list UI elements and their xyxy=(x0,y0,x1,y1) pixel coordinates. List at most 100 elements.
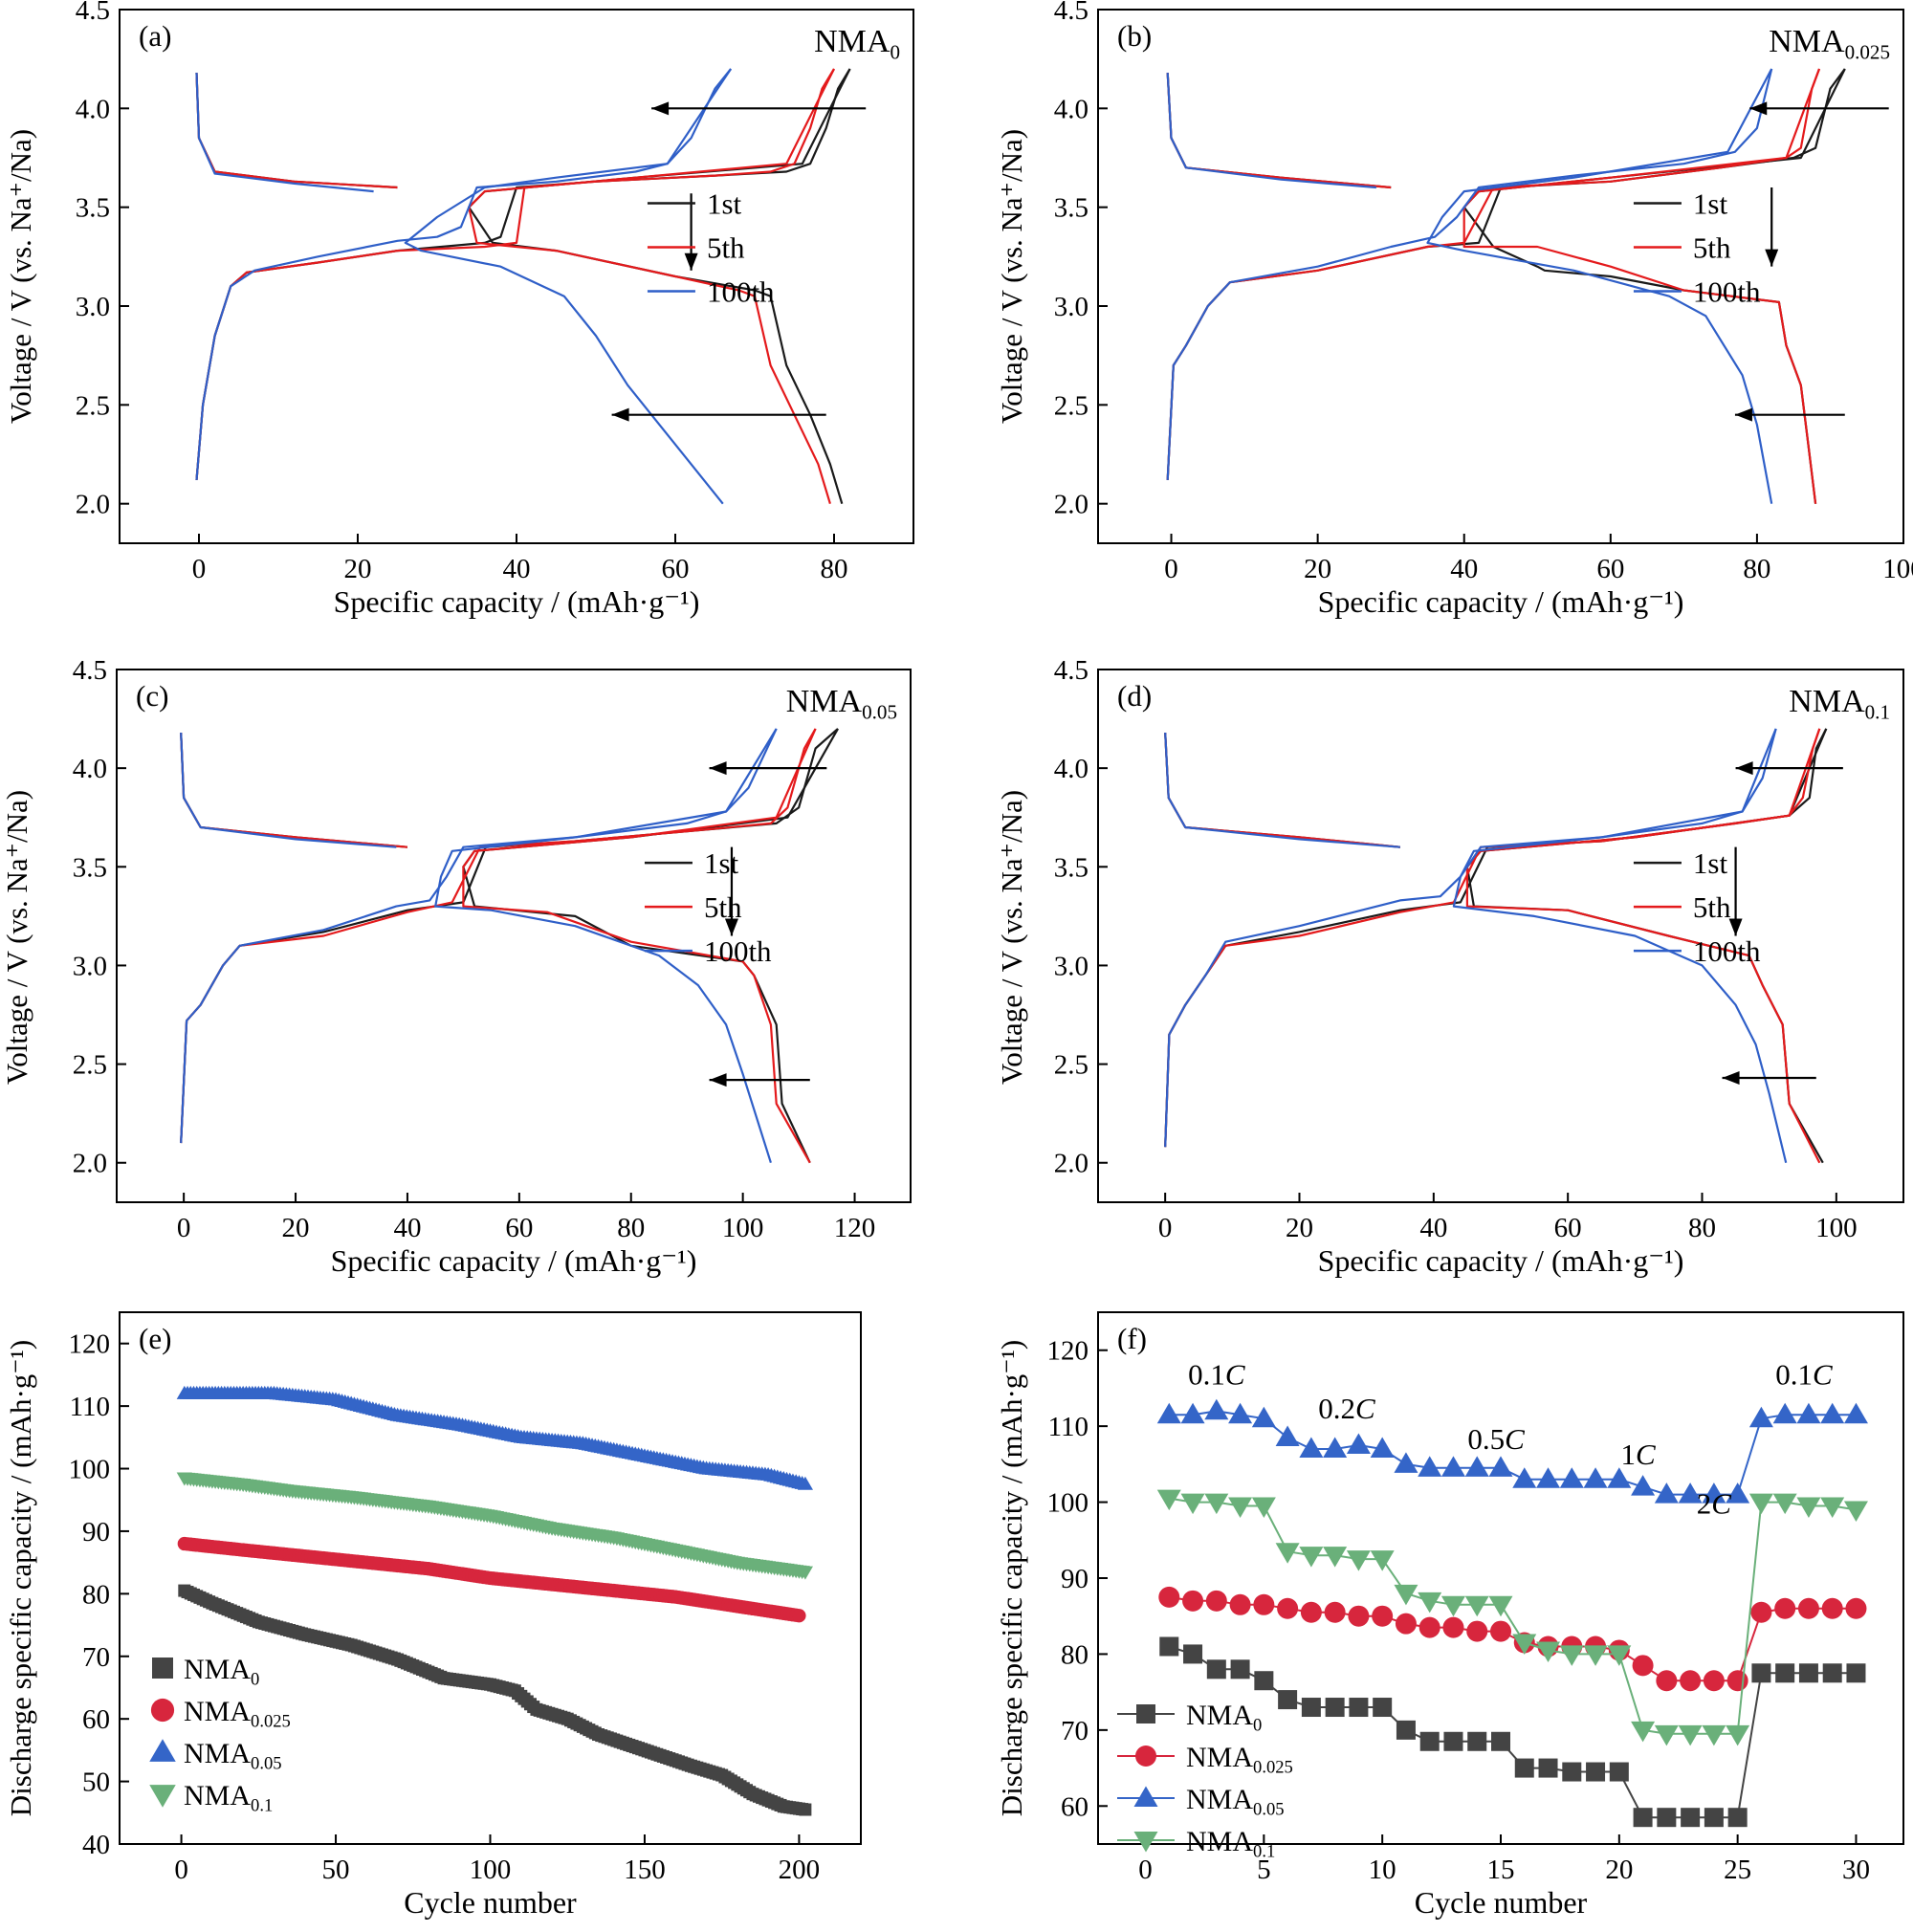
data-point xyxy=(1156,1489,1181,1511)
series-100th-charge xyxy=(1164,728,1777,1148)
data-point xyxy=(1821,1597,1843,1619)
y-tick-label: 3.0 xyxy=(1054,951,1088,981)
data-point xyxy=(1726,1724,1750,1746)
data-point xyxy=(1228,1402,1253,1424)
data-point xyxy=(1278,1690,1298,1710)
data-point xyxy=(1632,1655,1654,1677)
y-tick-label: 120 xyxy=(1047,1336,1089,1367)
legend-label: 5th xyxy=(704,890,742,924)
x-tick-label: 60 xyxy=(505,1213,533,1243)
y-tick-label: 4.5 xyxy=(1054,655,1088,686)
data-point xyxy=(1656,1670,1678,1692)
sample-label: NMA0 xyxy=(814,24,900,63)
series-5th-discharge xyxy=(1465,728,1821,1164)
y-tick-label: 100 xyxy=(1047,1488,1089,1519)
legend-label: 1st xyxy=(1693,846,1728,880)
x-axis-label: Cycle number xyxy=(404,1885,577,1920)
series-100th-initial-charge xyxy=(195,73,374,193)
legend-label: 100th xyxy=(704,934,772,968)
data-point xyxy=(1373,1698,1393,1718)
y-tick-label: 2.0 xyxy=(1054,490,1088,520)
data-point xyxy=(1607,1467,1632,1488)
data-point xyxy=(1774,1597,1796,1619)
data-point xyxy=(1514,1758,1534,1778)
data-point xyxy=(1607,1645,1632,1666)
legend-label: 100th xyxy=(1693,934,1761,968)
data-point xyxy=(1251,1497,1276,1519)
annotation-arrow-head xyxy=(1735,761,1753,776)
x-tick-label: 100 xyxy=(470,1855,512,1885)
y-tick-label: 3.5 xyxy=(1054,193,1088,224)
y-tick-label: 60 xyxy=(1061,1791,1088,1822)
data-point xyxy=(1136,1704,1155,1723)
data-point xyxy=(1370,1437,1395,1458)
data-point xyxy=(1559,1467,1584,1488)
data-point xyxy=(1843,1402,1868,1424)
series-100th-discharge xyxy=(1452,728,1788,1163)
panel-label: (b) xyxy=(1117,19,1152,53)
y-tick-label: 3.0 xyxy=(1054,292,1088,322)
data-point xyxy=(1748,1406,1773,1428)
data-point xyxy=(1325,1698,1345,1718)
annotation-arrow-head xyxy=(1765,249,1779,267)
data-point xyxy=(1229,1593,1251,1615)
x-tick-label: 20 xyxy=(282,1213,310,1243)
legend-label: 100th xyxy=(707,275,775,309)
data-point xyxy=(1488,1456,1513,1477)
data-point xyxy=(1159,1636,1179,1657)
y-tick-label: 110 xyxy=(1048,1412,1088,1442)
x-tick-label: 20 xyxy=(1304,554,1331,584)
data-point xyxy=(1490,1620,1511,1642)
x-tick-label: 0 xyxy=(1138,1855,1153,1885)
legend-label: NMA0 xyxy=(1186,1700,1262,1736)
data-point xyxy=(1440,1456,1465,1477)
series-1st-discharge xyxy=(468,68,851,505)
data-point xyxy=(1135,1745,1156,1767)
y-tick-label: 120 xyxy=(69,1329,111,1360)
data-point xyxy=(1275,1425,1300,1447)
panel-f: 0 5 10 15 20 25 30 60 70 80 90 100 110 120 Cycle numbe… xyxy=(995,1311,1904,1920)
y-tick-label: 3.0 xyxy=(73,951,107,981)
y-tick-label: 2.5 xyxy=(1054,390,1088,421)
annotation-arrow-head xyxy=(1749,101,1768,116)
data-point xyxy=(1772,1493,1797,1515)
data-point xyxy=(1419,1731,1440,1751)
y-axis-label: Discharge specific capacity / (mAh·g⁻¹) xyxy=(995,1340,1028,1817)
data-point xyxy=(1748,1493,1773,1515)
panel-label: (e) xyxy=(139,1322,171,1355)
sample-label: NMA0.1 xyxy=(1789,684,1890,723)
data-point xyxy=(1418,1456,1442,1477)
sample-label: NMA0.05 xyxy=(786,684,897,723)
data-point xyxy=(792,1609,806,1623)
data-point xyxy=(1726,1482,1750,1504)
data-point xyxy=(1418,1616,1440,1638)
data-point xyxy=(1846,1663,1866,1683)
x-tick-label: 50 xyxy=(322,1855,350,1885)
series-5th-initial-charge xyxy=(195,73,398,189)
data-point xyxy=(1346,1433,1371,1454)
data-point xyxy=(1702,1482,1726,1504)
y-tick-label: 70 xyxy=(82,1642,110,1673)
data-point xyxy=(1654,1482,1679,1504)
y-axis-label: Voltage / V (vs. Na⁺/Na) xyxy=(995,790,1028,1085)
series-100th-initial-charge xyxy=(1166,73,1376,189)
data-point xyxy=(1275,1543,1300,1564)
data-point xyxy=(1277,1597,1299,1619)
data-point xyxy=(1654,1724,1679,1746)
x-tick-label: 0 xyxy=(1164,554,1178,584)
y-tick-label: 4.5 xyxy=(1054,0,1088,26)
data-point xyxy=(1631,1721,1656,1743)
y-tick-label: 80 xyxy=(1061,1639,1088,1670)
data-point xyxy=(1681,1808,1701,1828)
data-point xyxy=(1349,1698,1369,1718)
data-point xyxy=(1204,1493,1229,1515)
data-point xyxy=(1586,1762,1606,1782)
y-axis-label: Voltage / V (vs. Na⁺/Na) xyxy=(0,790,33,1085)
series-5th-discharge xyxy=(1462,68,1821,504)
y-tick-label: 50 xyxy=(82,1767,110,1798)
x-tick-label: 80 xyxy=(1688,1213,1716,1243)
x-tick-label: 15 xyxy=(1487,1855,1515,1885)
panel-b: 0 20 40 60 80 100 2.0 2.5 3.0 3.5 4.0 4.5 Specific c… xyxy=(995,0,1913,619)
data-point xyxy=(1253,1593,1275,1615)
